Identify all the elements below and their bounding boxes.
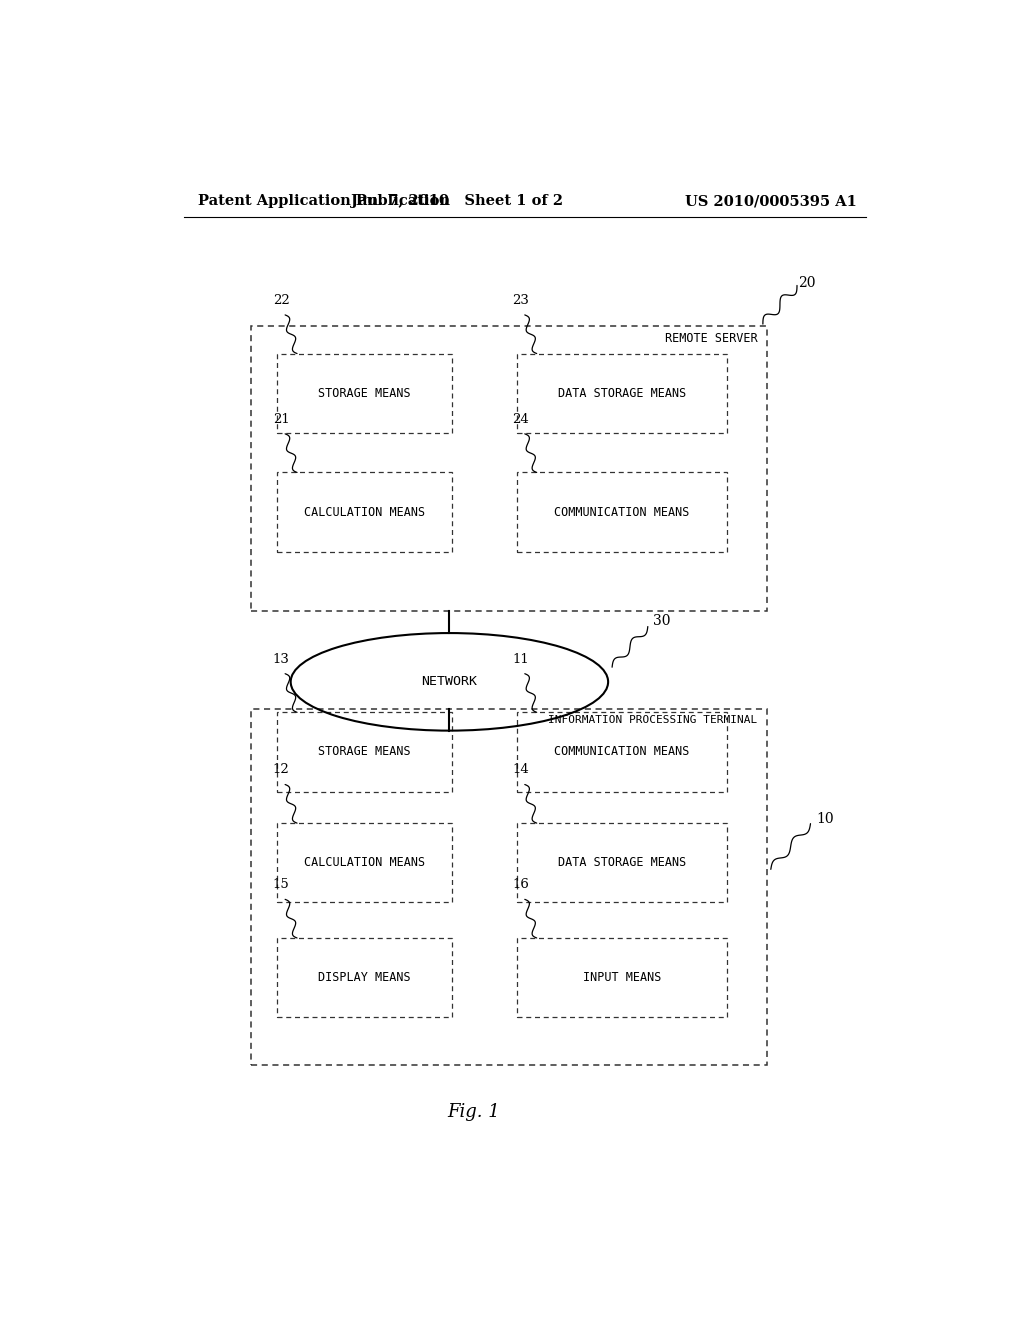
Bar	[278, 939, 452, 1018]
Bar	[517, 713, 727, 792]
Text: 20: 20	[798, 276, 815, 290]
Text: INPUT MEANS: INPUT MEANS	[583, 972, 662, 985]
Bar	[278, 713, 452, 792]
Text: Patent Application Publication: Patent Application Publication	[198, 194, 450, 209]
Bar	[517, 473, 727, 552]
Text: COMMUNICATION MEANS: COMMUNICATION MEANS	[554, 506, 690, 519]
Text: 24: 24	[512, 413, 529, 426]
Bar	[517, 354, 727, 433]
Text: CALCULATION MEANS: CALCULATION MEANS	[304, 506, 425, 519]
Text: Fig. 1: Fig. 1	[446, 1102, 500, 1121]
Text: 22: 22	[272, 294, 290, 306]
Bar	[517, 824, 727, 903]
Text: 16: 16	[512, 878, 529, 891]
Text: 11: 11	[512, 652, 529, 665]
Text: COMMUNICATION MEANS: COMMUNICATION MEANS	[554, 746, 690, 759]
Text: DATA STORAGE MEANS: DATA STORAGE MEANS	[558, 387, 686, 400]
Bar	[278, 473, 452, 552]
Text: Jan. 7, 2010   Sheet 1 of 2: Jan. 7, 2010 Sheet 1 of 2	[351, 194, 563, 209]
Text: STORAGE MEANS: STORAGE MEANS	[318, 387, 411, 400]
Text: REMOTE SERVER: REMOTE SERVER	[665, 333, 758, 346]
Text: INFORMATION PROCESSING TERMINAL: INFORMATION PROCESSING TERMINAL	[548, 715, 758, 726]
Text: 15: 15	[272, 878, 290, 891]
Text: NETWORK: NETWORK	[422, 676, 477, 688]
Text: 14: 14	[512, 763, 529, 776]
Text: 30: 30	[653, 615, 671, 628]
Text: US 2010/0005395 A1: US 2010/0005395 A1	[685, 194, 857, 209]
Text: 13: 13	[272, 652, 290, 665]
Text: 10: 10	[816, 812, 834, 825]
Text: CALCULATION MEANS: CALCULATION MEANS	[304, 857, 425, 870]
Text: DISPLAY MEANS: DISPLAY MEANS	[318, 972, 411, 985]
Bar	[517, 939, 727, 1018]
Text: 12: 12	[272, 763, 290, 776]
Text: 23: 23	[512, 294, 529, 306]
Bar	[251, 709, 767, 1065]
Text: 21: 21	[272, 413, 290, 426]
Bar	[278, 354, 452, 433]
Bar	[251, 326, 767, 611]
Text: STORAGE MEANS: STORAGE MEANS	[318, 746, 411, 759]
Text: DATA STORAGE MEANS: DATA STORAGE MEANS	[558, 857, 686, 870]
Bar	[278, 824, 452, 903]
